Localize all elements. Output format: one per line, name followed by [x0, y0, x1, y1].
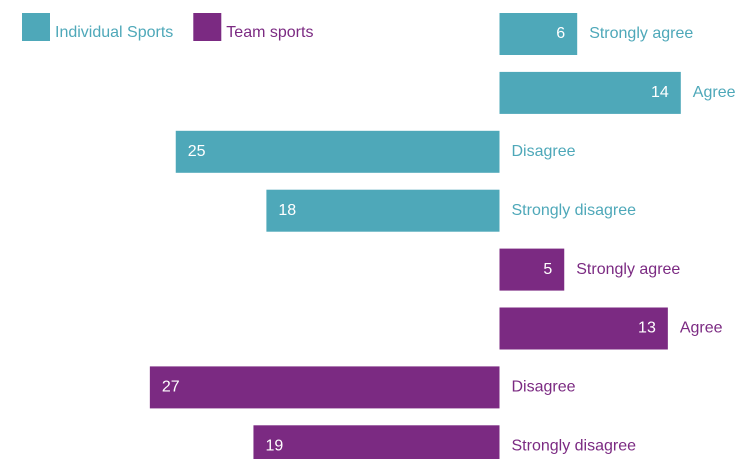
category-label: Strongly agree	[589, 25, 693, 42]
value-label: 19	[265, 438, 283, 455]
bar	[499, 71, 681, 114]
value-label: 27	[162, 379, 180, 396]
bar	[175, 130, 500, 173]
bar	[266, 189, 500, 232]
category-label: Agree	[693, 84, 736, 101]
value-label: 25	[188, 143, 206, 160]
value-label: 18	[278, 202, 296, 219]
bar	[499, 248, 565, 291]
category-label: Disagree	[512, 143, 576, 160]
bar	[253, 425, 500, 459]
bar	[149, 366, 500, 409]
category-label: Strongly agree	[576, 261, 680, 278]
category-label: Strongly disagree	[512, 202, 637, 219]
category-label: Agree	[680, 320, 723, 337]
value-label: 5	[543, 261, 552, 278]
value-label: 6	[556, 25, 565, 42]
legend-swatch	[22, 13, 50, 41]
bar	[499, 13, 578, 55]
category-label: Disagree	[512, 379, 576, 396]
legend-label: Individual Sports	[55, 24, 173, 41]
legend-label: Team sports	[226, 24, 313, 41]
bar	[499, 307, 668, 350]
category-label: Strongly disagree	[512, 438, 637, 455]
value-label: 13	[638, 320, 656, 337]
value-label: 14	[651, 84, 669, 101]
legend-swatch	[193, 13, 222, 41]
